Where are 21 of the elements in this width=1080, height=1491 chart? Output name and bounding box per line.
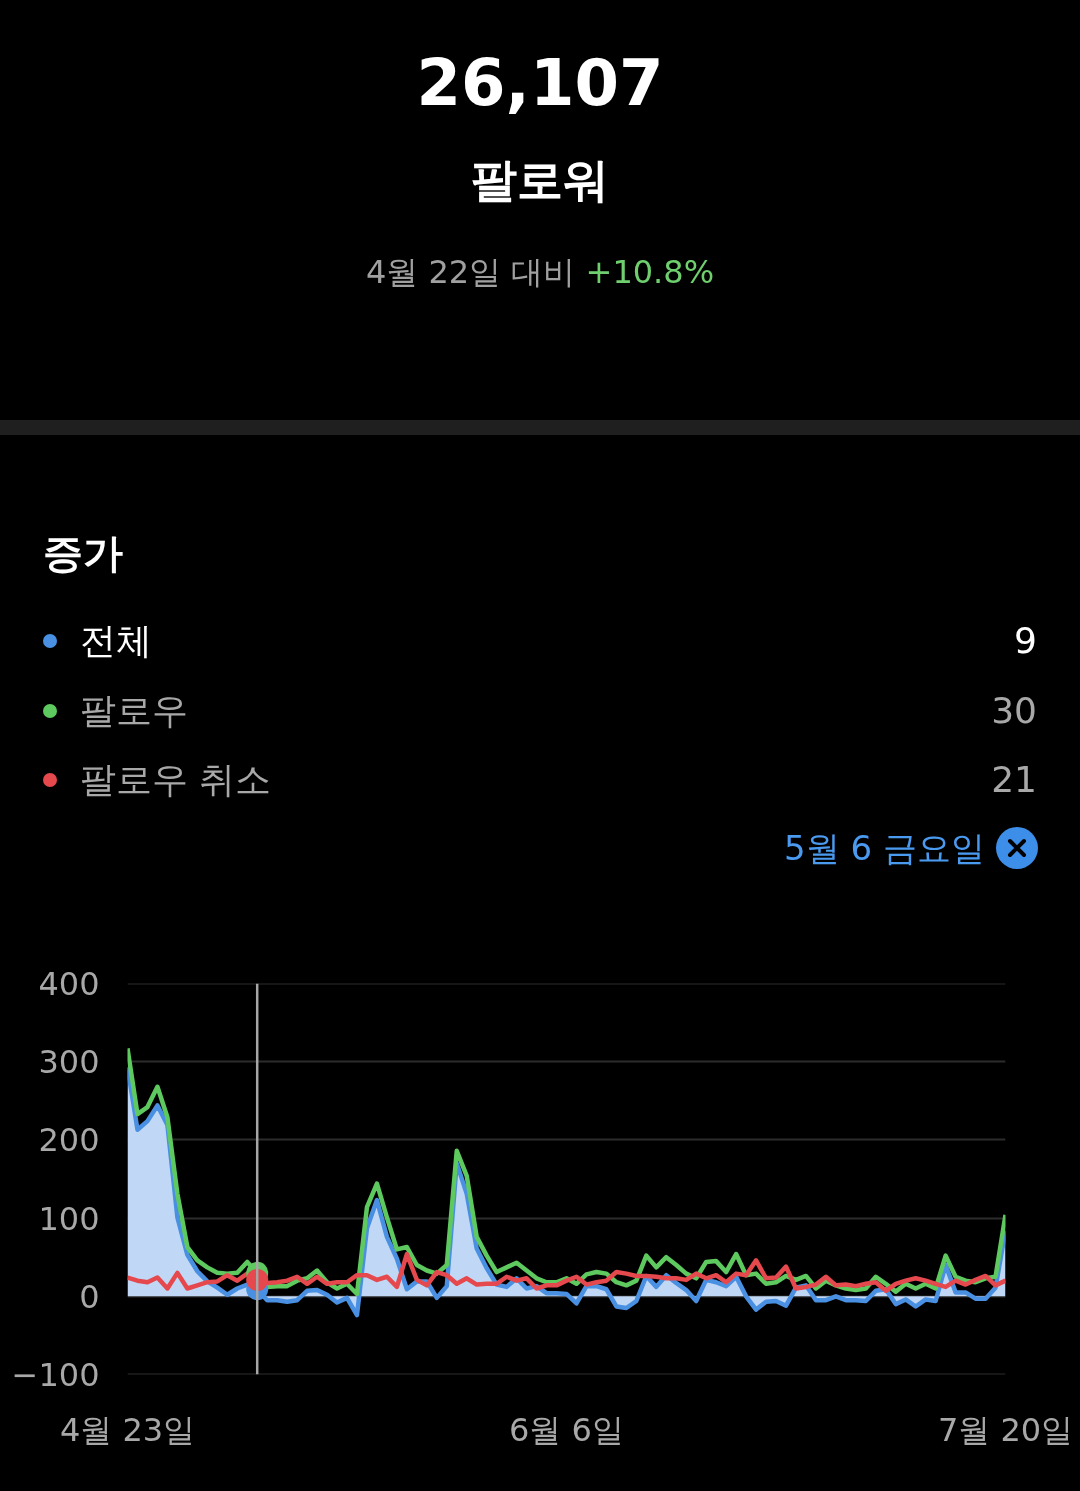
text: 9	[1014, 619, 1037, 663]
y-tick-label: 300	[38, 1043, 100, 1082]
legend-label: 팔로우 취소	[80, 758, 272, 802]
legend-label: 팔로우	[80, 689, 188, 733]
text: 26,107	[415, 45, 665, 121]
y-tick-label: 0	[79, 1277, 100, 1316]
y-tick-label: −100	[11, 1356, 100, 1394]
y-tick-label: 200	[38, 1121, 100, 1160]
y-tick-label: 400	[38, 965, 100, 1003]
text: +10.8%	[585, 253, 715, 291]
y-tick-label: 100	[38, 1199, 100, 1238]
text: 팔로워	[470, 152, 610, 208]
legend-label: 전체	[80, 619, 152, 663]
text: 5월 6 금요일	[784, 827, 985, 870]
text: 21	[991, 758, 1037, 802]
x-tick-label: 4월 23일	[59, 1410, 196, 1449]
x-tick-label: 7월 20일	[937, 1410, 1074, 1449]
chart-title: 증가	[43, 529, 123, 578]
text: 30	[991, 689, 1037, 733]
text: 4월 22일 대비	[365, 253, 576, 291]
x-tick-label: 6월 6일	[509, 1410, 624, 1449]
